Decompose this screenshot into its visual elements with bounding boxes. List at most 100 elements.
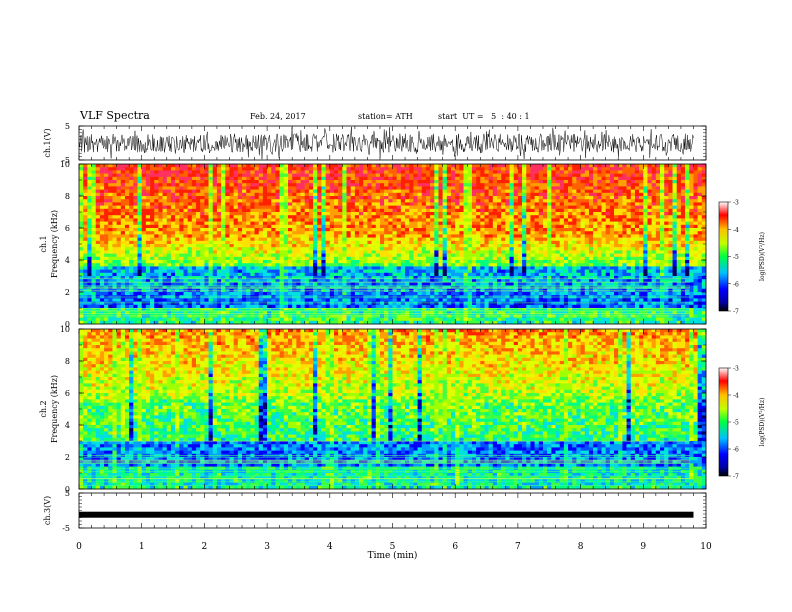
spec-cell: [488, 260, 494, 264]
spec-cell: [99, 189, 105, 194]
spec-cell: [237, 301, 243, 306]
spec-cell: [442, 176, 448, 181]
spec-cell: [183, 292, 188, 296]
spec-cell: [317, 196, 322, 200]
spec-cell: [359, 183, 364, 187]
spec-cell: [221, 317, 226, 322]
spec-cell: [446, 224, 452, 229]
spec-cell: [342, 256, 347, 261]
spec-cell: [254, 199, 259, 203]
spec-cell: [200, 272, 205, 277]
spec-cell: [300, 173, 305, 178]
spec-cell: [346, 240, 351, 245]
spec-cell: [329, 240, 335, 245]
spec-cell: [300, 276, 305, 280]
spec-cell: [162, 196, 168, 200]
spec-cell: [271, 234, 276, 238]
spec-cell: [313, 279, 318, 283]
spec-cell: [405, 260, 410, 264]
spec-cell: [434, 301, 439, 306]
spec-cell: [467, 224, 473, 229]
spec-cell: [492, 205, 498, 210]
spec-cell: [304, 244, 310, 248]
spec-cell: [313, 237, 318, 242]
spec-cell: [434, 199, 439, 203]
spec-cell: [116, 199, 122, 203]
spec-cell: [133, 298, 138, 302]
spec-cell: [476, 173, 481, 178]
spec-cell: [367, 301, 372, 306]
spec-cell: [196, 279, 201, 283]
spec-cell: [400, 170, 406, 174]
spec-cell: [296, 269, 301, 274]
spec-cell: [451, 320, 456, 325]
spec-cell: [221, 247, 226, 251]
spec-cell: [99, 263, 105, 267]
spec-cell: [455, 266, 460, 270]
spec-cell: [409, 221, 414, 226]
spec-cell: [438, 240, 443, 245]
spec-cell: [267, 311, 272, 315]
spec-cell: [216, 311, 222, 315]
spec-cell: [425, 170, 431, 174]
spec-cell: [317, 304, 322, 309]
spec-cell: [242, 279, 247, 283]
spec-cell: [170, 176, 176, 181]
spec-cell: [425, 173, 431, 178]
spec-cell: [87, 167, 92, 171]
spec-cell: [413, 292, 418, 296]
spec-cell: [154, 221, 159, 226]
spec-cell: [438, 269, 443, 274]
spec-cell: [446, 260, 452, 264]
spec-cell: [425, 317, 431, 322]
spec-cell: [83, 256, 88, 261]
spec-cell: [359, 176, 364, 181]
spec-cell: [338, 244, 343, 248]
spec-cell: [166, 218, 172, 222]
spec-cell: [350, 199, 356, 203]
spec-cell: [200, 186, 205, 190]
spec-cell: [430, 164, 435, 168]
spec-cell: [141, 260, 147, 264]
spec-cell: [321, 237, 326, 242]
spec-cell: [405, 298, 410, 302]
spec-cell: [359, 276, 364, 280]
spec-cell: [279, 282, 285, 286]
spec-cell: [166, 266, 172, 270]
spec-cell: [129, 224, 134, 229]
spec-cell: [434, 250, 439, 254]
spec-cell: [321, 266, 326, 270]
spec-cell: [367, 298, 372, 302]
spec-cell: [413, 218, 418, 222]
spec-cell: [145, 272, 151, 277]
spec-cell: [329, 164, 335, 168]
spec-cell: [296, 250, 301, 254]
spec-cell: [333, 189, 339, 194]
spec-cell: [225, 247, 230, 251]
spec-cell: [262, 263, 268, 267]
spec-cell: [421, 266, 427, 270]
spec-cell: [296, 199, 301, 203]
spec-cell: [212, 192, 218, 197]
spec-cell: [413, 205, 418, 210]
spec-cell: [467, 282, 473, 286]
spec-cell: [442, 292, 448, 296]
spec-cell: [325, 183, 331, 187]
spec-cell: [354, 253, 360, 258]
spec-cell: [212, 183, 218, 187]
spec-cell: [375, 212, 381, 216]
spec-cell: [183, 253, 188, 258]
spec-cell: [87, 196, 92, 200]
spec-cell: [300, 164, 305, 168]
spec-cell: [133, 199, 138, 203]
spec-cell: [141, 263, 147, 267]
spec-cell: [421, 247, 427, 251]
spec-cell: [325, 215, 331, 219]
spec-cell: [488, 317, 494, 322]
spec-cell: [308, 176, 314, 181]
spec-cell: [250, 205, 255, 210]
spec-cell: [99, 304, 105, 309]
spec-cell: [304, 224, 310, 229]
spec-cell: [363, 221, 368, 226]
spec-cell: [296, 196, 301, 200]
